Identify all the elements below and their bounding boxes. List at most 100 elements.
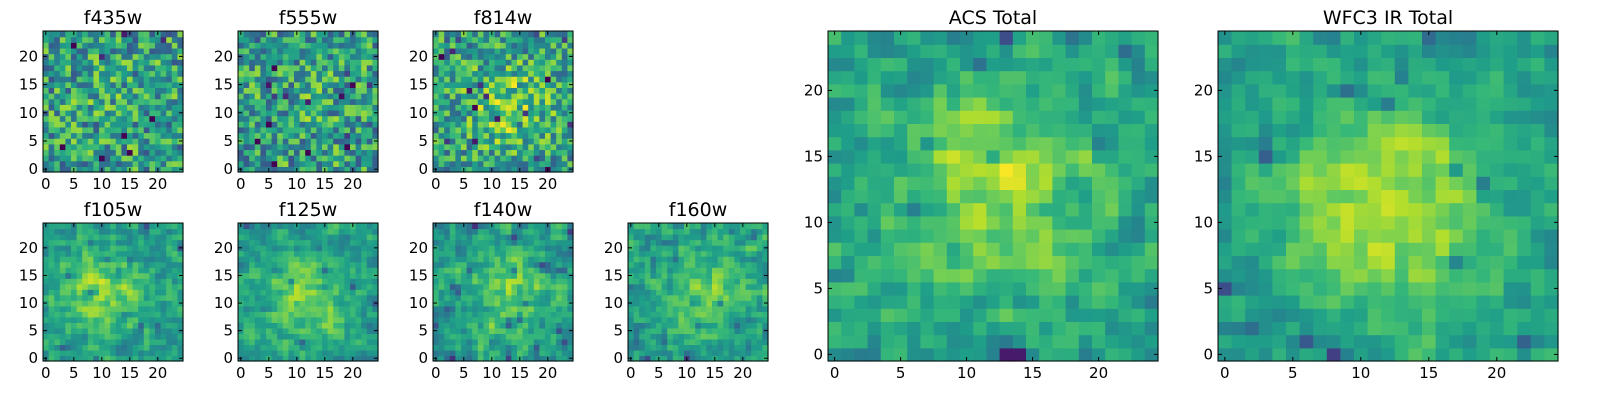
heatmap-cell [344,250,351,257]
heatmap-cell [93,132,100,139]
heatmap-cell [539,316,546,323]
heatmap-cell [305,223,312,230]
heatmap-cell [254,316,261,323]
heatmap-cell [751,316,758,323]
heatmap-cell [361,355,368,362]
heatmap-cell [138,300,145,307]
heatmap-cell [907,347,921,362]
heatmap-cell [138,245,145,252]
heatmap-cell [494,104,501,111]
heatmap-cell [455,87,462,94]
heatmap-cell [1078,308,1093,322]
heatmap-cell [556,278,563,285]
heatmap-cell [305,289,312,296]
y-tick-label: 10 [214,104,233,122]
heatmap-cell [539,115,546,122]
heatmap-cell [567,322,574,329]
heatmap-cell [127,149,134,156]
heatmap-cell [93,64,100,72]
heatmap-cell [160,81,167,88]
heatmap-cell [121,104,128,111]
heatmap-cell [155,47,162,55]
heatmap-cell [277,149,284,156]
heatmap-cell [138,256,145,263]
heatmap-cell [171,234,178,241]
heatmap-cell [355,70,362,77]
heatmap-cell [121,261,128,268]
heatmap-cell [48,338,55,346]
heatmap-cell [76,322,83,329]
heatmap-cell [745,349,752,357]
heatmap-cell [517,272,524,279]
heatmap-cell [489,344,496,351]
heatmap-cell [238,104,245,111]
heatmap-cell [567,59,574,66]
heatmap-cell [54,261,61,268]
heatmap-cell [438,289,445,296]
heatmap-cell [294,87,301,94]
heatmap-cell [633,311,640,318]
heatmap-cell [712,344,719,351]
heatmap-cell [121,115,128,122]
heatmap-cell [271,47,278,55]
heatmap-cell [528,47,535,55]
heatmap-cell [305,59,312,66]
heatmap-cell [756,272,763,279]
heatmap-cell [93,121,100,128]
heatmap-cell [455,322,462,329]
heatmap-cell [700,289,707,296]
heatmap-cell [740,305,747,312]
heatmap-cell [310,344,317,351]
heatmap-cell [567,289,574,296]
heatmap-cell [294,59,301,66]
heatmap-cell [149,98,156,105]
heatmap-cell [59,272,66,279]
heatmap-cell [160,70,167,77]
heatmap-cell [277,109,284,117]
heatmap-cell [751,239,758,246]
heatmap-cell [350,333,357,340]
heatmap-cell [115,93,122,100]
heatmap-cell [522,76,529,83]
y-tick-label: 15 [19,266,38,284]
heatmap-cell [143,149,150,156]
heatmap-cell [121,283,128,290]
heatmap-cell [333,47,340,55]
heatmap-cell [986,295,1001,309]
heatmap-cell [305,166,312,173]
heatmap-cell [132,250,139,257]
heatmap-cell [734,294,741,301]
heatmap-cell [444,283,451,290]
heatmap-cell [87,143,94,151]
heatmap-cell [477,98,484,105]
heatmap-cell [561,47,568,55]
heatmap-cell [316,42,323,49]
y-tick-label: 15 [409,266,428,284]
heatmap-cell [751,228,758,235]
heatmap-cell [294,261,301,268]
heatmap-cell [310,316,317,323]
heatmap-cell [667,327,674,334]
heatmap-cell [243,36,250,43]
heatmap-cell [500,228,507,235]
heatmap-cell [461,250,468,257]
heatmap-cell [243,98,250,105]
heatmap-cell [672,250,679,257]
heatmap-cell [115,283,122,290]
heatmap-cell [880,215,895,230]
heatmap-cell [1039,295,1053,309]
heatmap-cell [522,283,529,290]
heatmap-cell [87,166,94,173]
heatmap-cell [110,31,117,38]
heatmap-cell [355,160,362,167]
heatmap-cell [472,272,479,279]
heatmap-cell [477,355,484,362]
heatmap-cell [254,115,261,122]
heatmap-cell [338,327,345,334]
heatmap-cell [288,143,295,151]
heatmap-cell [556,132,563,139]
heatmap-cell [271,81,278,88]
heatmap-cell [366,327,373,334]
heatmap-cell [472,250,479,257]
panel-title: f814w [474,7,533,29]
